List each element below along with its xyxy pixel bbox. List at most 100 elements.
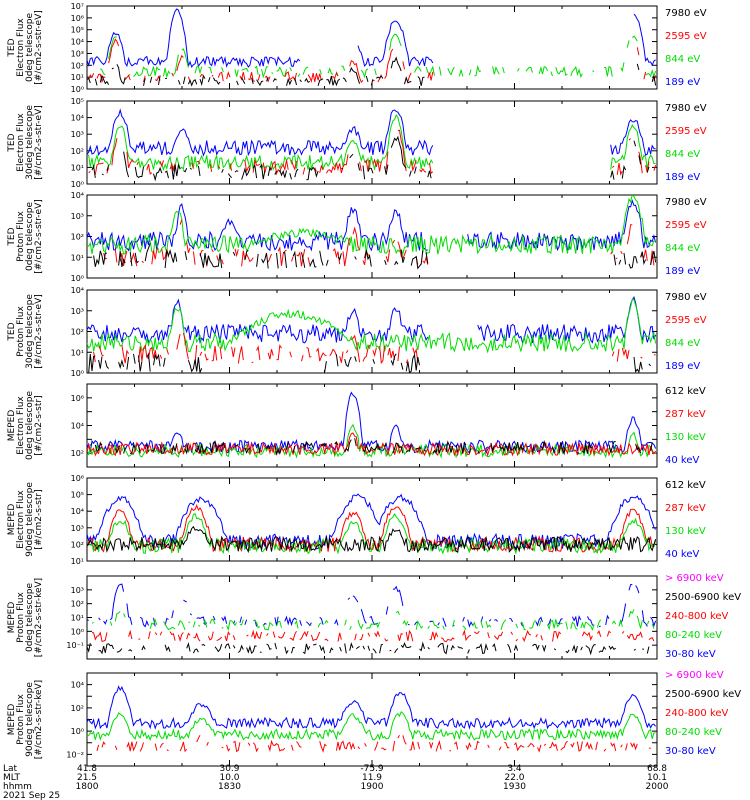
ylabel-line: [#/cm2-s-str] [34,489,44,549]
y-tick-label: 10³ [71,49,84,58]
y-tick-label: 10⁰ [71,627,84,636]
footer-value: 30.9 [219,764,239,774]
panel-8-ylabel: MEPED Proton Flux 90deg telescope [#/cm2-s-… [7,680,44,759]
y-tick-label: 10⁶ [71,14,84,23]
y-tick-label: 10⁵ [71,97,84,106]
legend-entry: 130 keV [665,526,706,537]
y-tick-label: 10⁴ [71,286,84,295]
footer-value: -75.9 [360,764,384,774]
footer-value: 22.0 [504,773,524,783]
series-80-240-kev [91,609,655,632]
y-tick-label: 10⁶ [71,474,84,483]
ylabel-line: Proton Flux [16,211,26,262]
y-tick-label: 10² [71,540,84,549]
footer-row-label: MLT [3,773,21,783]
y-tick-label: 10⁻² [66,750,84,759]
footer-value: 11.9 [362,773,382,783]
footer-value: 68.8 [647,764,667,774]
ylabel-line: MEPED [7,704,17,736]
ylabel-line: TED [7,38,17,57]
y-tick-label: 10³ [71,212,84,221]
ylabel-line: Proton Flux [16,592,26,643]
series-612-kev [87,525,657,554]
ylabel-line: [#/cm2-s-str-eV] [34,105,44,180]
legend-entry: 844 eV [665,243,700,254]
y-tick-label: 10⁰ [71,369,84,378]
legend-entry: 844 eV [665,54,700,65]
ylabel-line: 0deg telescope [25,391,35,461]
y-tick-label: 10² [71,449,84,458]
legend-entry: 7980 eV [665,103,707,114]
ylabel-line: TED [7,227,17,246]
legend-entry: 40 keV [665,549,699,560]
legend-entry: 189 eV [665,361,700,372]
footer-value: 10.1 [647,773,667,783]
y-tick-label: 10¹ [71,253,84,262]
footer-value: 1930 [503,782,526,792]
ylabel-line: MEPED [7,504,17,536]
y-tick-label: 10² [71,147,84,156]
legend-entry: 30-80 keV [665,746,716,757]
legend-entry: 130 keV [665,432,706,443]
y-tick-label: 10⁵ [71,26,84,35]
y-tick-label: 10⁴ [71,114,84,123]
footer-row-label: Lat [3,764,18,774]
panel-7-ylabel: MEPED Proton Flux 0deg telescope [#/cm2-s-s… [7,578,44,657]
ylabel-line: [#/cm2-s-str-eV] [34,10,44,85]
series-2595-ev [93,332,656,365]
y-tick-label: 10³ [71,586,84,595]
y-tick-label: 10¹ [71,557,84,566]
legend-entry: 240-800 keV [665,611,729,622]
ylabel-line: [#/cm2-s-str-eV] [34,199,44,274]
ylabel-line: 0deg telescope [25,13,35,83]
series-287-kev [87,432,657,457]
y-tick-label: 10³ [71,130,84,139]
y-tick-label: 10⁻¹ [66,641,84,650]
panel-2-ylabel: TED Electron Flux 30deg telescope [#/cm2-s-… [7,105,44,180]
y-tick-label: 10⁴ [71,191,84,200]
ylabel-line: Electron Flux [16,490,26,549]
ylabel-line: 90deg telescope [25,682,35,757]
ylabel-line: Proton Flux [16,306,26,357]
legend-entry: 2595 eV [665,315,707,326]
panel-5-ylabel: MEPED Electron Flux 0deg telescope [#/cm2-s… [7,391,44,461]
y-tick-label: 10⁴ [71,38,84,47]
panel-4-frame [86,289,658,374]
legend-entry: 2500-6900 keV [665,689,741,700]
ylabel-line: Electron Flux [16,113,26,172]
footer-row-label: hhmm [3,782,32,792]
y-tick-label: 10⁷ [71,2,84,11]
legend-entry: 287 keV [665,503,706,514]
legend-entry: > 6900 keV [665,670,724,681]
legend-entry: 2595 eV [665,220,707,231]
y-tick-label: 10⁴ [71,681,84,690]
series-844-ev [99,33,657,79]
y-tick-label: 10⁰ [71,180,84,189]
ylabel-line: MEPED [7,602,17,634]
y-tick-label: 10⁵ [71,491,84,500]
legend-entry: 189 eV [665,77,700,88]
legend-entry: 80-240 keV [665,630,722,641]
series-30-80-kev [87,685,656,730]
legend-entry: 287 keV [665,409,706,420]
y-tick-label: 10⁴ [71,507,84,516]
series-189-ev [87,8,656,68]
ylabel-line: Proton Flux [16,694,26,745]
legend-entry: 80-240 keV [665,727,722,738]
ylabel-line: 30deg telescope [25,294,35,369]
legend-entry: 40 keV [665,455,699,466]
footer-value: 3.4 [507,764,522,774]
panel-3-ylabel: TED Proton Flux 0deg telescope [#/cm2-s-str… [7,199,44,274]
ylabel-line: 30deg telescope [25,105,35,180]
ylabel-line: [#/cm2-s-str-keV] [34,680,44,759]
legend-entry: 240-800 keV [665,708,729,719]
y-tick-label: 10² [71,600,84,609]
legend-entry: 7980 eV [665,292,707,303]
footer-value: 21.5 [77,773,97,783]
date-label: 2021 Sep 25 [3,791,60,800]
ylabel-line: TED [7,322,17,341]
legend-entry: 7980 eV [665,8,707,19]
ylabel-line: Electron Flux [16,18,26,77]
y-tick-label: 10¹ [71,348,84,357]
